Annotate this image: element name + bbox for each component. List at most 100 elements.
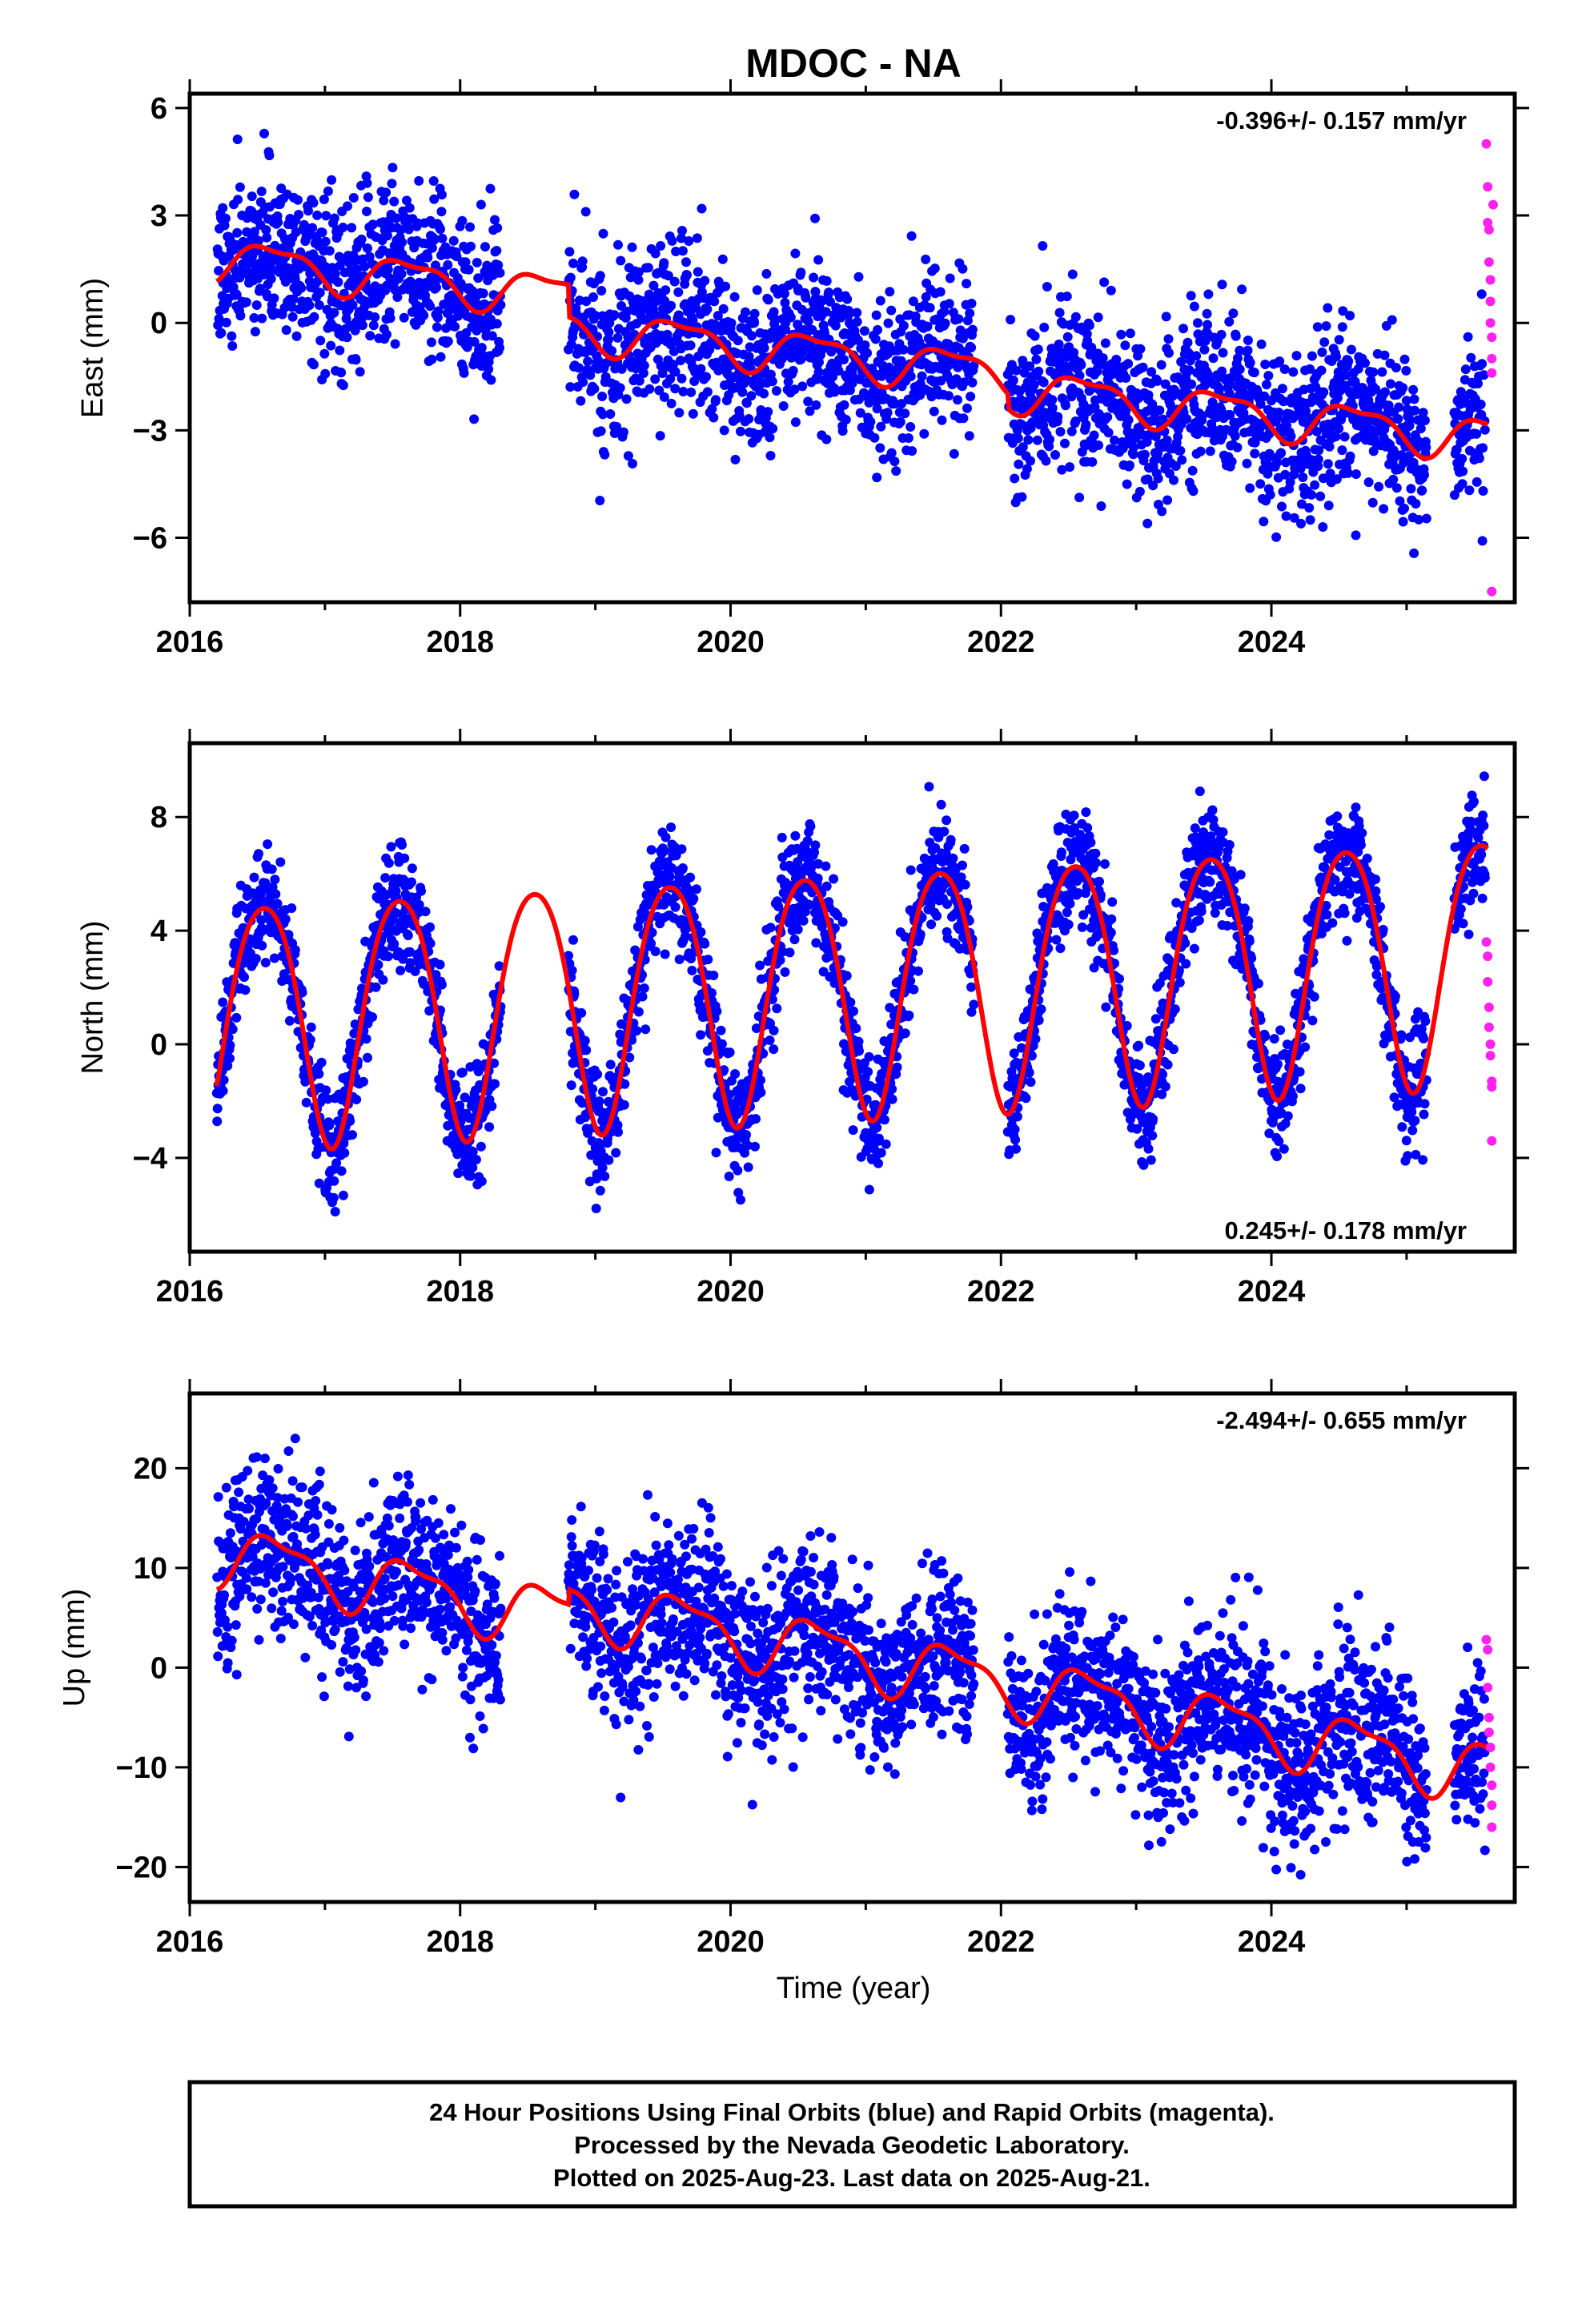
east-final-point (1319, 337, 1330, 348)
east-final-point (837, 426, 848, 436)
east-final-point (1235, 364, 1245, 375)
north-final-point (267, 864, 277, 875)
east-final-point (472, 257, 482, 267)
east-final-point (1129, 442, 1138, 452)
east-final-point (1388, 474, 1399, 485)
east-final-point (1317, 347, 1327, 357)
east-final-point (473, 273, 484, 283)
east-final-point (1188, 486, 1199, 497)
east-final-point (1353, 364, 1363, 374)
north-final-point (639, 983, 649, 993)
east-final-point (1189, 301, 1199, 312)
east-final-point (1232, 442, 1243, 452)
east-final-point (921, 254, 931, 264)
east-final-point (476, 343, 487, 353)
north-final-point (876, 1148, 886, 1158)
east-final-point (749, 308, 760, 319)
east-final-point (1086, 342, 1097, 352)
east-final-point (1385, 379, 1395, 389)
east-final-point (682, 270, 692, 280)
east-final-point (1421, 513, 1431, 524)
east-final-point (631, 364, 641, 374)
north-final-point (873, 1158, 883, 1168)
east-final-point (492, 223, 503, 233)
north-final-point (373, 959, 383, 970)
east-final-point (1405, 415, 1415, 425)
east-final-point (1323, 501, 1334, 511)
east-rapid-point (1485, 296, 1496, 307)
east-final-point (1259, 391, 1270, 401)
north-final-point (263, 839, 273, 850)
east-final-point (1178, 324, 1188, 334)
east-final-point (1466, 352, 1476, 363)
north-final-point (466, 1171, 476, 1181)
east-final-point (797, 381, 808, 392)
east-final-point (249, 313, 259, 323)
north-final-point (716, 1025, 726, 1035)
east-final-point (291, 331, 302, 341)
east-final-point (363, 192, 373, 203)
east-final-point (1019, 368, 1030, 378)
east-final-point (425, 301, 436, 312)
north-final-point (733, 1165, 743, 1176)
east-final-point (565, 272, 576, 283)
north-final-point (936, 799, 946, 810)
north-final-point (750, 1141, 760, 1152)
north-final-point (853, 1036, 864, 1047)
east-final-point (678, 387, 689, 396)
east-final-point (342, 332, 352, 343)
east-final-point (905, 422, 916, 432)
east-final-point (824, 287, 834, 298)
east-final-point (763, 407, 773, 417)
north-final-point (624, 1052, 635, 1063)
east-final-point (319, 348, 330, 359)
east-final-point (250, 327, 260, 337)
east-final-point (436, 224, 445, 235)
north-final-point (1009, 1048, 1019, 1059)
east-final-point (1116, 329, 1126, 340)
north-final-point (809, 847, 819, 858)
east-final-point (1310, 480, 1320, 490)
east-final-point (1398, 517, 1408, 527)
east-final-point (216, 328, 227, 338)
east-final-point (1191, 351, 1202, 361)
east-final-point (1045, 434, 1055, 444)
north-final-point (611, 1148, 621, 1158)
east-final-point (1476, 289, 1487, 300)
east-final-point (1472, 476, 1482, 487)
east-final-point (1157, 506, 1167, 517)
east-final-point (356, 234, 367, 244)
east-final-point (1125, 328, 1135, 339)
east-final-point (1410, 405, 1419, 416)
east-final-point (922, 321, 933, 332)
north-final-point (724, 1172, 734, 1181)
east-final-point (623, 451, 633, 461)
east-final-point (264, 151, 275, 161)
east-final-point (443, 259, 453, 270)
east-final-point (591, 311, 601, 321)
east-final-point (1047, 395, 1058, 405)
north-final-point (633, 1007, 644, 1017)
east-final-point (841, 415, 851, 424)
east-final-point (671, 247, 681, 256)
north-final-point (290, 945, 300, 955)
east-final-point (426, 337, 436, 348)
east-final-point (908, 296, 918, 307)
east-final-point (1177, 455, 1187, 465)
east-final-point (472, 325, 482, 336)
east-final-point (1208, 353, 1219, 364)
north-final-point (969, 999, 979, 1010)
north-final-point (407, 863, 417, 874)
north-final-point (926, 919, 937, 930)
east-final-point (1010, 473, 1020, 484)
east-final-point (493, 260, 504, 270)
east-final-point (1398, 383, 1408, 393)
north-final-point (909, 984, 919, 995)
east-final-point (1093, 312, 1103, 323)
east-final-point (469, 414, 480, 424)
east-x-tick-label: 2020 (697, 625, 765, 659)
east-final-point (688, 408, 698, 419)
east-final-point (1274, 408, 1284, 417)
north-final-point (942, 815, 952, 826)
north-final-point (845, 997, 856, 1007)
